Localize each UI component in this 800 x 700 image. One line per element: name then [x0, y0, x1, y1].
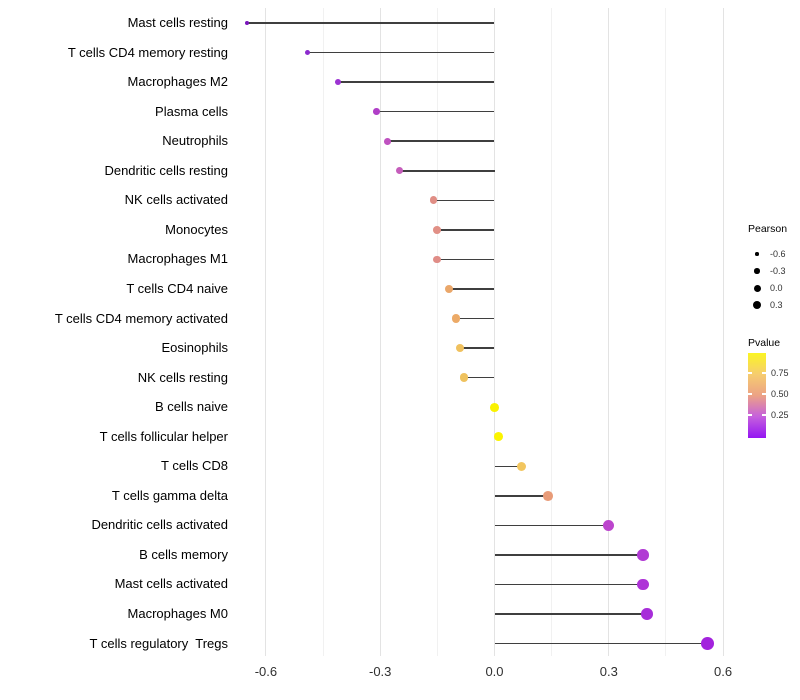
lollipop-dot: [542, 490, 553, 501]
lollipop-dot: [384, 137, 392, 145]
gridline-minor: [322, 8, 324, 656]
pearson-legend-title: Pearson: [748, 223, 788, 235]
x-axis-tick-label: 0.6: [714, 664, 733, 679]
lollipop-stem: [307, 51, 495, 54]
y-axis-label: T cells regulatory Tregs: [89, 635, 228, 651]
pearson-legend-label: -0.6: [770, 249, 786, 259]
lollipop-stem: [448, 288, 495, 290]
lollipop-stem: [494, 495, 548, 497]
lollipop-dot: [395, 167, 403, 175]
pvalue-legend-title: Pvalue: [748, 337, 781, 349]
lollipop-dot: [433, 255, 442, 264]
lollipop-dot: [637, 578, 649, 591]
y-axis-label: T cells CD4 naive: [126, 280, 228, 296]
lollipop-stem: [433, 199, 495, 202]
y-axis-label: Eosinophils: [161, 340, 229, 356]
y-axis-label: Macrophages M2: [127, 74, 228, 90]
gridline-minor: [436, 8, 438, 656]
y-axis-label: Plasma cells: [155, 103, 228, 119]
y-axis-label: Mast cells resting: [127, 15, 228, 30]
y-axis-label: Mast cells activated: [114, 576, 228, 592]
lollipop-stem: [494, 613, 647, 615]
pearson-legend-dot: [753, 284, 761, 292]
lollipop-dot: [244, 20, 249, 26]
lollipop-stem: [437, 229, 495, 231]
colorbar-tick: [762, 414, 766, 416]
y-axis-label: T cells CD4 memory activated: [54, 310, 228, 326]
y-axis-label: B cells memory: [139, 546, 228, 562]
lollipop-stem: [494, 642, 708, 645]
gridline-major: [494, 8, 495, 656]
lollipop-dot: [429, 196, 438, 205]
lollipop-dot: [444, 284, 453, 293]
colorbar-label: 0.25: [771, 410, 789, 420]
lollipop-stem: [494, 583, 644, 586]
pvalue-colorbar: [748, 353, 766, 438]
y-axis-label: Macrophages M1: [127, 251, 228, 267]
colorbar-tick: [762, 393, 766, 395]
gridline-major: [265, 8, 267, 656]
lollipop-dot: [452, 314, 461, 323]
y-axis-label: T cells CD8: [161, 458, 228, 474]
y-axis-label: Neutrophils: [162, 133, 228, 149]
lollipop-dot: [335, 79, 342, 86]
lollipop-stem: [464, 376, 495, 379]
pearson-legend-label: 0.0: [770, 283, 783, 293]
y-axis-label: T cells follicular helper: [99, 428, 228, 444]
lollipop-stem: [399, 170, 495, 172]
lollipop-stem: [456, 317, 495, 320]
colorbar-label: 0.75: [771, 368, 789, 378]
colorbar-tick: [762, 372, 766, 374]
lollipop-stem: [494, 465, 522, 467]
lollipop-dot: [493, 432, 503, 442]
lollipop-stem: [494, 524, 609, 527]
lollipop-dot: [701, 637, 715, 650]
lollipop-stem: [376, 110, 495, 113]
x-axis-tick-label: 0.3: [599, 664, 618, 679]
y-axis-label: Dendritic cells resting: [104, 162, 228, 178]
lollipop-dot: [641, 608, 653, 620]
gridline-major: [608, 8, 610, 656]
lollipop-stem: [387, 140, 495, 142]
gridline-minor: [665, 8, 667, 656]
lollipop-dot: [433, 225, 442, 234]
gridline-major: [379, 8, 381, 656]
lollipop-dot: [456, 343, 465, 353]
pearson-legend-dot: [755, 252, 759, 256]
lollipop-dot: [373, 108, 380, 115]
pearson-legend-label: -0.3: [770, 266, 786, 276]
y-axis-label: Monocytes: [165, 221, 228, 237]
y-axis-label: NK cells resting: [137, 369, 228, 385]
gridline-minor: [551, 8, 553, 656]
colorbar-tick: [748, 372, 752, 374]
y-axis-label: B cells naive: [155, 399, 228, 415]
lollipop-dot: [490, 402, 499, 412]
colorbar-tick: [748, 414, 752, 416]
lollipop-dot: [603, 519, 615, 531]
lollipop-stem: [460, 347, 495, 349]
lollipop-stem: [246, 22, 495, 24]
pearson-legend-label: 0.3: [770, 300, 783, 310]
pearson-legend-dot: [754, 268, 760, 274]
y-axis-label: T cells CD4 memory resting: [67, 44, 228, 60]
pearson-legend-dot: [752, 300, 762, 310]
x-axis-tick-label: 0.0: [485, 664, 504, 679]
lollipop-dot: [637, 549, 649, 561]
lollipop-stem: [494, 554, 644, 556]
y-axis-label: NK cells activated: [124, 192, 228, 208]
x-axis-tick-label: -0.6: [254, 664, 278, 679]
y-axis-label: T cells gamma delta: [111, 487, 228, 503]
y-axis-label: Macrophages M0: [127, 606, 228, 621]
lollipop-stem: [338, 81, 495, 83]
lollipop-dot: [305, 49, 311, 56]
lollipop-dot: [516, 461, 526, 471]
colorbar-label: 0.50: [771, 389, 789, 399]
x-axis-tick-label: -0.3: [368, 664, 392, 679]
colorbar-tick: [748, 393, 752, 395]
lollipop-stem: [437, 258, 495, 261]
lollipop-dot: [459, 373, 469, 382]
y-axis-label: Dendritic cells activated: [91, 517, 228, 533]
gridline-major: [722, 8, 724, 656]
